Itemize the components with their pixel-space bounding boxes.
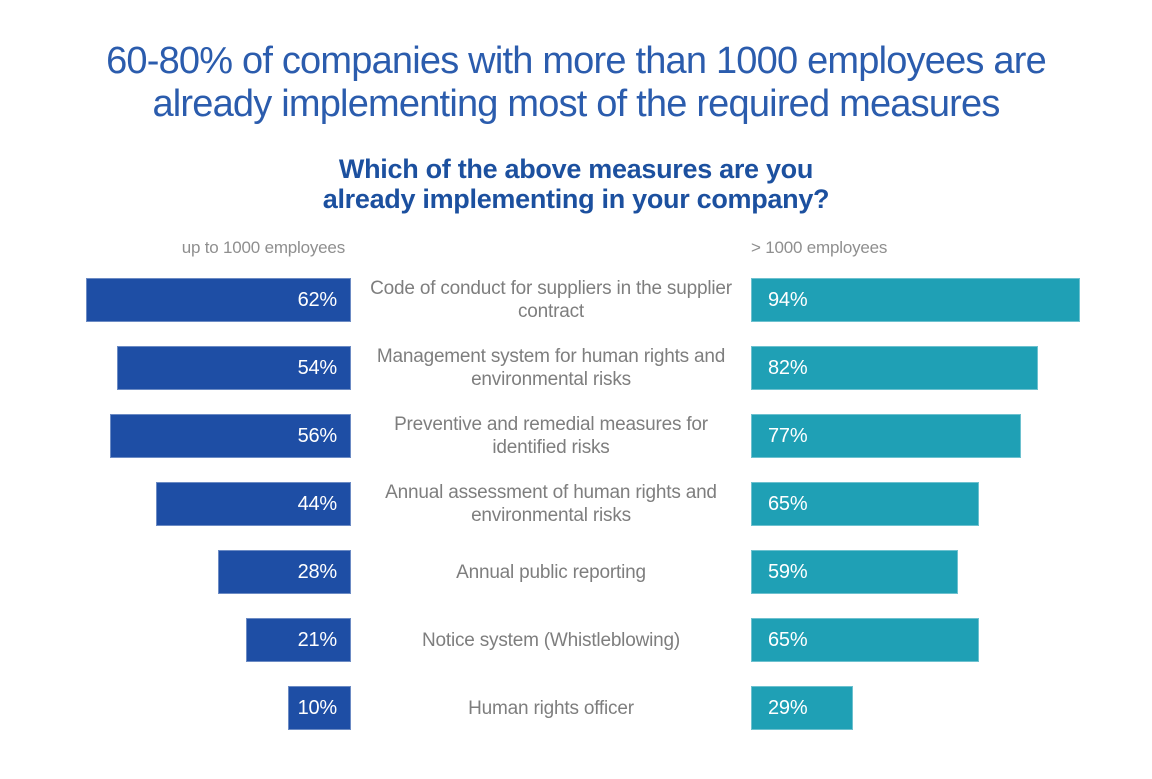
right-bar-zone: 77%	[751, 414, 1152, 458]
left-bar-zone: 54%	[85, 346, 351, 390]
left-bar-zone: 21%	[85, 618, 351, 662]
left-bar-zone: 44%	[85, 482, 351, 526]
category-label: Annual assessment of human rights and en…	[385, 482, 717, 526]
chart-row: 62% Code of conduct for suppliers in the…	[85, 266, 1152, 334]
bar-value-label-right: 77%	[768, 424, 808, 447]
right-bar-zone: 82%	[751, 346, 1152, 390]
page-title-line-2: already implementing most of the require…	[152, 83, 1000, 125]
bar-value-label-left: 10%	[297, 696, 338, 719]
page-title-line-1: 60-80% of companies with more than 1000 …	[106, 40, 1047, 82]
bar-upto-1000: 54%	[117, 346, 351, 390]
bar-value-label-right: 29%	[768, 696, 808, 719]
right-bar-zone: 65%	[751, 482, 1152, 526]
bar-upto-1000: 44%	[156, 482, 351, 526]
bar-value-label-right: 94%	[768, 288, 808, 311]
chart-row: 54% Management system for human rights a…	[85, 334, 1152, 402]
category-label: Human rights officer	[468, 697, 634, 719]
bar-value-label-right: 59%	[768, 560, 808, 583]
category-zone: Annual assessment of human rights and en…	[351, 482, 751, 526]
category-label: Management system for human rights and e…	[376, 346, 726, 390]
chart-row: 44% Annual assessment of human rights an…	[85, 470, 1152, 538]
left-bar-zone: 28%	[85, 550, 351, 594]
category-label: Preventive and remedial measures for ide…	[394, 414, 708, 458]
left-bar-zone: 56%	[85, 414, 351, 458]
chart-row: 56% Preventive and remedial measures for…	[85, 402, 1152, 470]
bar-upto-1000: 21%	[246, 618, 351, 662]
bar-upto-1000: 28%	[218, 550, 351, 594]
category-zone: Annual public reporting	[351, 550, 751, 594]
category-zone: Notice system (Whistleblowing)	[351, 618, 751, 662]
category-zone: Preventive and remedial measures for ide…	[351, 414, 751, 458]
bar-over-1000: 65%	[751, 482, 979, 526]
chart-question-title: Which of the above measures are you alre…	[0, 154, 1152, 214]
right-bar-zone: 65%	[751, 618, 1152, 662]
chart-question-line-2: already implementing in your company?	[322, 184, 830, 214]
left-bar-zone: 10%	[85, 686, 351, 730]
category-zone: Human rights officer	[351, 686, 751, 730]
bar-value-label-right: 65%	[768, 492, 808, 515]
paired-bar-chart: 62% Code of conduct for suppliers in the…	[0, 266, 1152, 742]
bar-upto-1000: 62%	[86, 278, 351, 322]
column-header-over-1000: > 1000 employees	[751, 238, 888, 257]
bar-upto-1000: 56%	[110, 414, 351, 458]
right-bar-zone: 94%	[751, 278, 1152, 322]
category-label: Annual public reporting	[456, 561, 646, 583]
chart-row: 21% Notice system (Whistleblowing) 65%	[85, 606, 1152, 674]
bar-value-label-right: 82%	[768, 356, 808, 379]
bar-over-1000: 82%	[751, 346, 1038, 390]
category-zone: Code of conduct for suppliers in the sup…	[351, 278, 751, 322]
column-header-upto-1000: up to 1000 employees	[181, 238, 345, 257]
category-label: Code of conduct for suppliers in the sup…	[370, 278, 732, 322]
bar-over-1000: 94%	[751, 278, 1080, 322]
bar-value-label-left: 28%	[297, 560, 338, 583]
chart-row: 28% Annual public reporting 59%	[85, 538, 1152, 606]
bar-value-label-left: 62%	[297, 288, 338, 311]
bar-value-label-left: 54%	[297, 356, 338, 379]
right-bar-zone: 29%	[751, 686, 1152, 730]
page-title: 60-80% of companies with more than 1000 …	[0, 40, 1152, 126]
chart-question-line-1: Which of the above measures are you	[338, 154, 814, 184]
category-zone: Management system for human rights and e…	[351, 346, 751, 390]
chart-row: 10% Human rights officer 29%	[85, 674, 1152, 742]
series-column-headers: up to 1000 employees > 1000 employees	[85, 236, 1152, 260]
bar-value-label-left: 44%	[297, 492, 338, 515]
bar-value-label-right: 65%	[768, 628, 808, 651]
bar-value-label-left: 56%	[297, 424, 338, 447]
left-bar-zone: 62%	[85, 278, 351, 322]
bar-over-1000: 59%	[751, 550, 958, 594]
category-label: Notice system (Whistleblowing)	[422, 629, 680, 651]
bar-over-1000: 77%	[751, 414, 1021, 458]
bar-over-1000: 29%	[751, 686, 853, 730]
bar-value-label-left: 21%	[297, 628, 338, 651]
bar-upto-1000: 10%	[288, 686, 351, 730]
right-bar-zone: 59%	[751, 550, 1152, 594]
bar-over-1000: 65%	[751, 618, 979, 662]
